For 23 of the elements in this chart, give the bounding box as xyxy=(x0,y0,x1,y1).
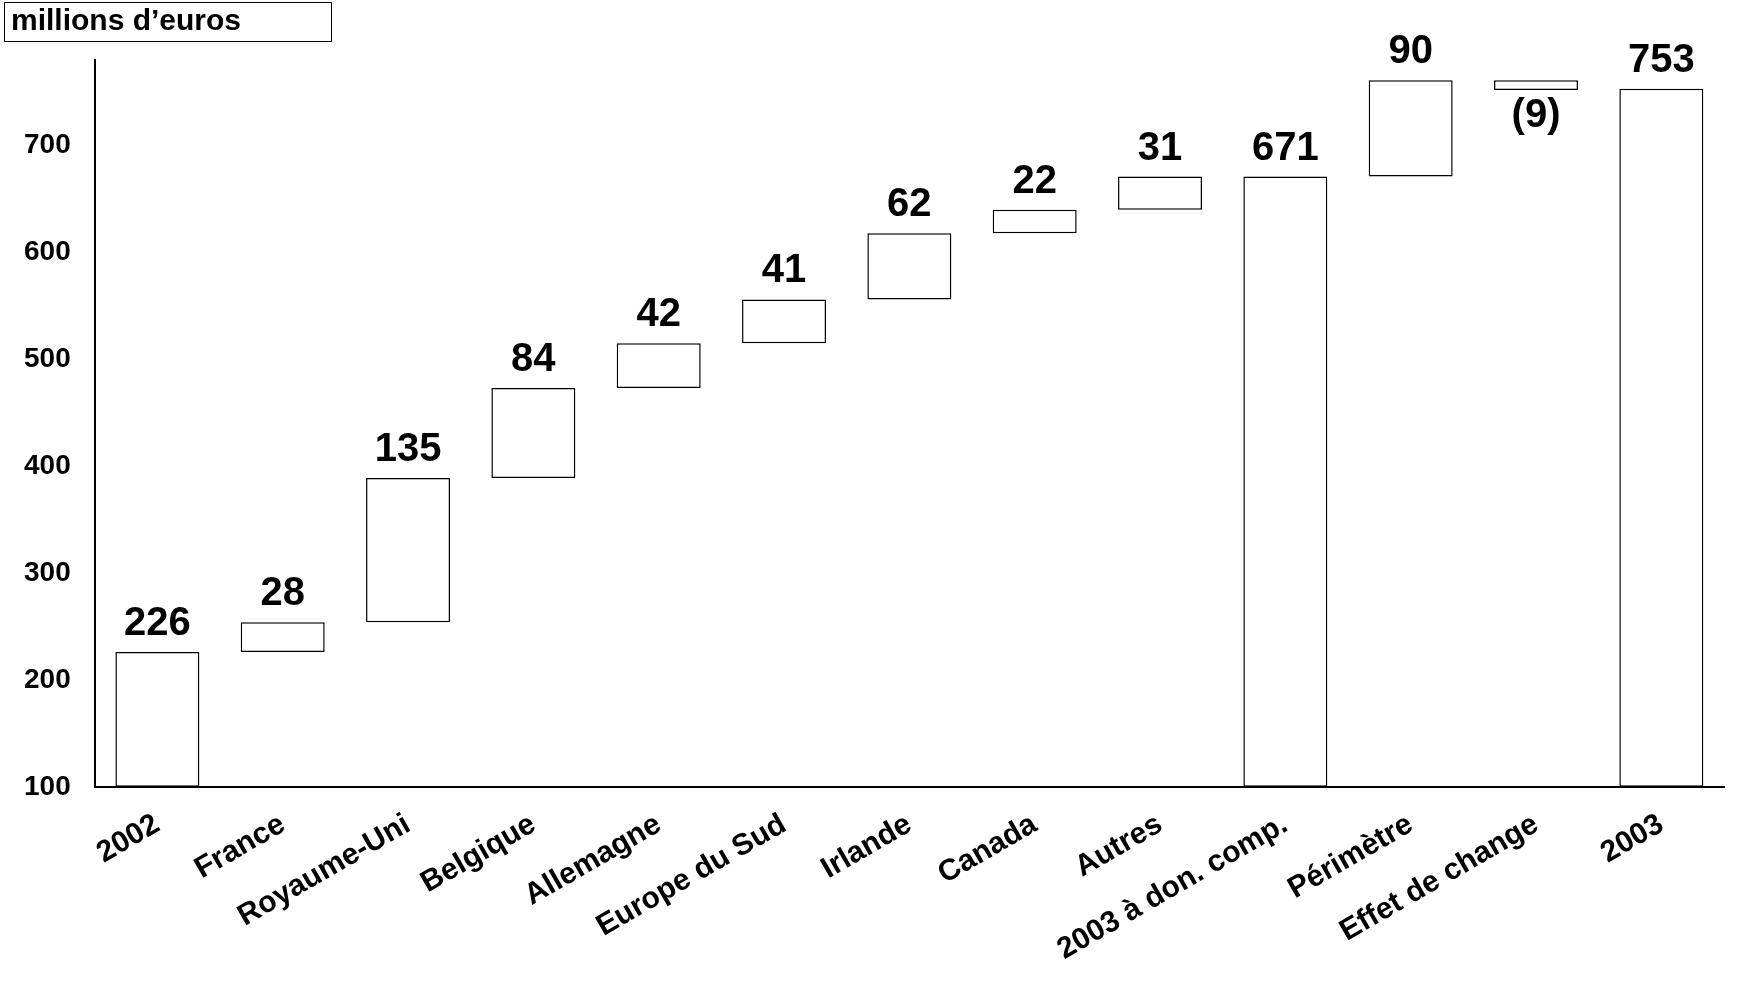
data-label: 135 xyxy=(374,424,442,469)
data-label: 226 xyxy=(124,599,191,644)
data-label: (9) xyxy=(1511,91,1561,136)
data-label: 22 xyxy=(1012,156,1057,201)
data-label: 42 xyxy=(636,290,681,335)
y-tick-label: 400 xyxy=(24,448,71,480)
data-label: 753 xyxy=(1627,35,1695,80)
y-tick-label: 100 xyxy=(24,769,71,801)
data-label: 90 xyxy=(1388,27,1433,72)
y-tick-label: 500 xyxy=(24,341,71,373)
data-label: 671 xyxy=(1251,123,1319,168)
x-tick-label: 2002 xyxy=(90,806,165,869)
x-tick-label: 2003 xyxy=(1594,806,1669,869)
data-label: 28 xyxy=(260,569,305,614)
y-tick-label: 300 xyxy=(24,555,71,587)
y-tick-label: 200 xyxy=(24,662,71,694)
y-axis-title: millions d’euros xyxy=(4,2,333,42)
data-label: 41 xyxy=(761,246,807,291)
data-label: 31 xyxy=(1137,123,1183,168)
y-tick-label: 700 xyxy=(24,128,71,160)
y-tick-label: 600 xyxy=(24,235,71,267)
data-label: 62 xyxy=(887,180,932,225)
data-label: 84 xyxy=(511,335,557,380)
